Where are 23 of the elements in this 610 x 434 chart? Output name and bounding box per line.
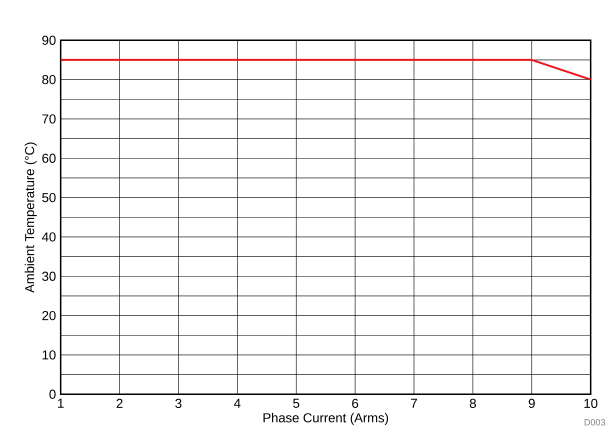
y-tick-label: 30 xyxy=(42,272,56,281)
text: D003 xyxy=(584,419,606,426)
y-tick-label: 10 xyxy=(42,350,56,360)
x-tick-label: 2 xyxy=(116,398,123,408)
y-tick-label: 70 xyxy=(42,114,56,124)
x-tick-label: 10 xyxy=(584,398,598,408)
x-tick-label: 1 xyxy=(58,398,64,408)
y-tick-label: 20 xyxy=(42,310,56,320)
y-tick-label: 60 xyxy=(42,154,56,163)
x-tick-label: 6 xyxy=(352,398,358,408)
x-tick-label: 9 xyxy=(528,398,535,408)
x-tick-label: 7 xyxy=(411,398,417,408)
x-tick-label: 3 xyxy=(175,398,182,408)
y-axis-title: Ambient Temperature (°C) xyxy=(24,142,37,293)
y-tick-label: 0 xyxy=(49,390,56,399)
x-tick-label: 5 xyxy=(293,398,300,408)
x-tick-label: 4 xyxy=(234,398,241,408)
x-axis-title: Phase Current (Arms) xyxy=(264,412,388,425)
y-tick-label: 90 xyxy=(42,36,56,45)
y-tick-label: 50 xyxy=(42,192,56,202)
x-tick-label: 8 xyxy=(470,398,476,408)
y-tick-label: 80 xyxy=(42,74,56,84)
y-tick-label: 40 xyxy=(42,232,56,242)
